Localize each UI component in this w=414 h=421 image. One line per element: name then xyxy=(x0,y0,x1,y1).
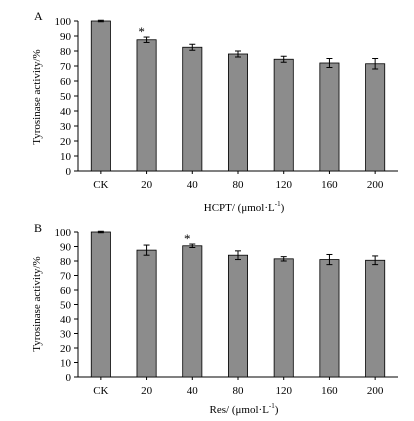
panel-b-error-bar-CK xyxy=(97,230,104,234)
panel-b-error-bar-40 xyxy=(189,243,196,249)
panel-b-y-tick-label: 50 xyxy=(60,300,72,312)
panel-b-y-tick-label: 60 xyxy=(60,285,72,297)
panel-a-bar-20 xyxy=(136,39,157,172)
panel-b-bar-200 xyxy=(365,259,386,378)
panel-b-bar-20 xyxy=(136,249,157,378)
panel-a-x-tick-label-80: 80 xyxy=(233,179,245,191)
panel-a-label: A xyxy=(34,9,43,23)
panel-a-x-axis-title-sup: -1 xyxy=(275,200,281,208)
panel-a-error-bar-160 xyxy=(326,58,333,68)
panel-b-bar-160 xyxy=(319,259,340,378)
panel-b-y-tick-label: 100 xyxy=(55,227,72,239)
panel-b-y-tick-label: 90 xyxy=(60,242,72,254)
panel-a-error-bar-120 xyxy=(280,55,287,63)
panel-b-y-tick-label: 70 xyxy=(60,271,72,283)
panel-b-error-bar-160 xyxy=(326,253,333,266)
panel-b-error-bar-20 xyxy=(143,244,150,256)
panel-a-y-tick-label: 60 xyxy=(60,76,72,88)
panel-b-y-tick-label: 20 xyxy=(60,343,72,355)
panel-b-y-tick-label: 0 xyxy=(66,372,72,384)
panel-a-error-bar-200 xyxy=(372,58,379,70)
panel-b-x-tick-label-20: 20 xyxy=(141,385,153,397)
panel-a-y-tick-label: 20 xyxy=(60,136,72,148)
panel-a-x-axis-title-tail: ) xyxy=(281,202,285,214)
panel-a-x-tick-label-CK: CK xyxy=(93,179,108,191)
panel-a-error-bar-80 xyxy=(235,50,241,58)
panel-a-bar-80 xyxy=(227,53,248,172)
panel-b-x-axis-title-main: Res/ (μmol·L xyxy=(210,404,270,416)
panel-a-error-bar-40 xyxy=(189,43,196,51)
panel-b-x-tick-label-CK: CK xyxy=(93,385,108,397)
panel-a-error-bar-CK xyxy=(97,19,104,23)
panel-b-y-tick-label: 10 xyxy=(60,358,72,370)
panel-a-y-axis-title: Tyrosinase activity/% xyxy=(31,49,43,144)
panel-a-x-tick-label-20: 20 xyxy=(141,179,153,191)
panel-a-y-tick-label: 100 xyxy=(55,16,72,28)
panel-b-x-axis-title-sup: -1 xyxy=(269,402,275,410)
panel-b-x-tick-label-120: 120 xyxy=(275,385,292,397)
panel-a-y-tick-label: 40 xyxy=(60,106,72,118)
panel-b-x-axis-title: Res/ (μmol·L-1) xyxy=(210,402,279,416)
panel-b-bar-CK xyxy=(90,231,111,378)
panel-b-error-bar-200 xyxy=(372,255,379,266)
panel-a-significance-marker: * xyxy=(138,24,145,39)
panel-b-bar-40 xyxy=(182,245,203,378)
panel-a-y-tick-label: 80 xyxy=(60,46,72,58)
panel-a-bar-160 xyxy=(319,62,340,172)
panel-a-y-tick-label: 30 xyxy=(60,121,72,133)
panel-b-bar-80 xyxy=(227,254,248,378)
panel-a-bar-200 xyxy=(365,63,386,172)
panel-a-x-tick-label-160: 160 xyxy=(321,179,338,191)
panel-a-y-tick-label: 0 xyxy=(66,166,72,178)
panel-a-chart: A Tyrosinase activity/% HCPT/ (μmol·L-1)… xyxy=(31,9,398,214)
panel-b-y-tick-label: 40 xyxy=(60,314,72,326)
panel-a-x-axis-title-main: HCPT/ (μmol·L xyxy=(204,202,275,214)
panel-b-x-tick-label-80: 80 xyxy=(233,385,245,397)
panel-a-x-tick-label-200: 200 xyxy=(367,179,384,191)
panel-a-y-tick-label: 90 xyxy=(60,31,72,43)
panel-b-chart: B Tyrosinase activity/% Res/ (μmol·L-1) … xyxy=(31,221,398,416)
panel-b-x-axis-title-tail: ) xyxy=(275,404,279,416)
panel-b-x-tick-label-40: 40 xyxy=(187,385,199,397)
panel-a-x-tick-label-40: 40 xyxy=(187,179,199,191)
panel-b-error-bar-80 xyxy=(235,250,241,261)
panel-a-y-tick-label: 10 xyxy=(60,151,72,163)
panel-a-y-tick-label: 50 xyxy=(60,91,72,103)
panel-b-y-tick-label: 30 xyxy=(60,329,72,341)
panel-b-y-tick-label: 80 xyxy=(60,256,72,268)
panel-b-error-bar-120 xyxy=(280,256,287,262)
panel-a-bar-40 xyxy=(182,46,203,172)
panel-b-x-tick-label-160: 160 xyxy=(321,385,338,397)
panel-b-x-tick-label-200: 200 xyxy=(367,385,384,397)
panel-a-y-tick-label: 70 xyxy=(60,61,72,73)
panel-b-significance-marker: * xyxy=(184,231,191,246)
panel-a-x-axis-title: HCPT/ (μmol·L-1) xyxy=(204,200,285,214)
panel-b-bar-120 xyxy=(273,258,294,378)
panel-a-x-tick-label-120: 120 xyxy=(275,179,292,191)
panel-b-label: B xyxy=(34,221,42,235)
panel-a-bar-CK xyxy=(90,20,111,172)
panel-b-y-axis-title: Tyrosinase activity/% xyxy=(31,256,43,351)
panel-a-bar-120 xyxy=(273,58,294,172)
panel-a-error-bar-20 xyxy=(143,36,150,43)
